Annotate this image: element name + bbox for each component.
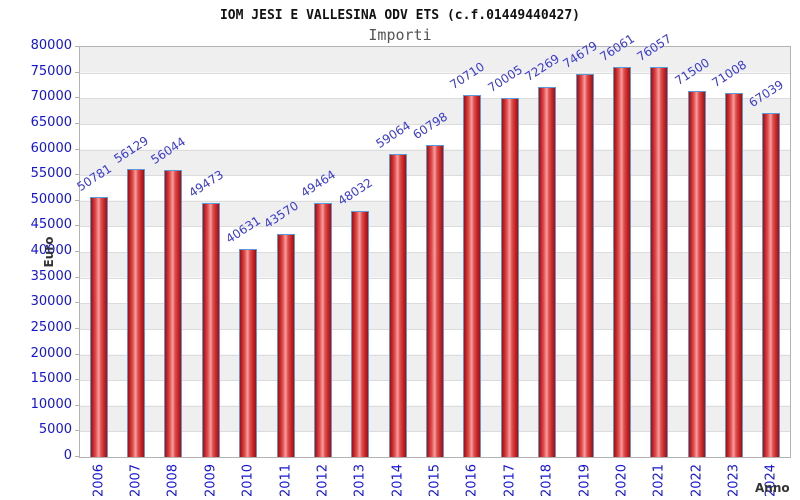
- x-axis-title: Anno: [755, 481, 790, 495]
- y-tick-label: 35000: [30, 268, 72, 284]
- y-tick-mark: [75, 122, 79, 124]
- y-tick-mark: [75, 46, 79, 47]
- chart-subtitle: Importi: [368, 26, 432, 44]
- bar: [650, 67, 669, 457]
- y-tick-label: 15000: [30, 371, 72, 387]
- y-tick-label: 75000: [30, 63, 72, 79]
- y-tick-label: 55000: [30, 166, 72, 182]
- bar-value-label: 49473: [186, 167, 226, 200]
- y-tick-mark: [75, 225, 79, 227]
- bar: [351, 211, 370, 457]
- y-tick-mark: [75, 276, 79, 278]
- y-tick-mark: [75, 430, 79, 432]
- y-tick-mark: [75, 353, 79, 355]
- bar-value-label: 70005: [485, 62, 525, 95]
- x-tick-label: 2017: [502, 463, 518, 498]
- y-tick-mark: [75, 404, 79, 406]
- y-tick-label: 5000: [38, 422, 72, 438]
- bar: [762, 113, 781, 457]
- x-tick-label: 2022: [689, 463, 705, 498]
- bar-value-label: 70710: [447, 59, 488, 92]
- bar: [388, 154, 407, 457]
- y-tick-label: 40000: [30, 243, 72, 258]
- y-tick-label: 30000: [30, 294, 72, 310]
- y-tick-mark: [75, 148, 79, 150]
- x-tick-label: 2019: [577, 463, 592, 498]
- x-tick-label: 2010: [240, 463, 256, 498]
- y-tick-label: 70000: [30, 89, 72, 105]
- bar: [276, 234, 295, 457]
- y-tick-label: 20000: [30, 345, 72, 361]
- y-tick-label: 25000: [30, 319, 72, 335]
- x-tick-label: 2006: [91, 463, 107, 498]
- x-tick-label: 2013: [352, 463, 368, 498]
- bar: [426, 145, 444, 457]
- x-tick-label: 2015: [427, 463, 443, 498]
- plot-area: 50781 56129 56044 49473 40631 43570 49464 48032…: [74, 31, 791, 458]
- bar-value-label: 40631: [223, 213, 264, 246]
- x-tick-label: 2011: [278, 463, 293, 498]
- bar: [538, 87, 557, 457]
- y-tick-mark: [75, 302, 79, 304]
- bar-value-label: 49464: [298, 167, 338, 200]
- bar: [239, 249, 258, 457]
- gridline: [80, 123, 790, 125]
- bar-value-label: 56044: [148, 134, 189, 167]
- bar-value-label: 60798: [410, 109, 451, 142]
- y-tick-label: 50000: [30, 191, 72, 207]
- y-tick-label: 45000: [30, 217, 72, 233]
- bar: [313, 203, 332, 457]
- y-tick-mark: [75, 379, 79, 381]
- y-tick-mark: [75, 199, 79, 201]
- bar-value-label: 50781: [74, 161, 114, 194]
- gridline: [80, 98, 790, 100]
- x-tick-label: 2014: [390, 463, 406, 498]
- y-tick-mark: [75, 97, 79, 99]
- bar: [127, 169, 146, 457]
- bar: [463, 95, 482, 457]
- y-tick-mark: [75, 251, 79, 252]
- x-tick-label: 2018: [539, 463, 555, 498]
- bar-value-label: 72269: [522, 51, 563, 84]
- x-tick-label: 2016: [464, 463, 480, 498]
- y-tick-label: 0: [63, 448, 72, 463]
- bar-value-label: 48032: [335, 175, 376, 208]
- y-tick-label: 60000: [30, 140, 72, 156]
- y-tick-mark: [75, 327, 79, 329]
- y-axis-title: Euro: [42, 236, 56, 268]
- y-tick-mark: [75, 71, 79, 73]
- x-tick-label: 2008: [165, 463, 181, 498]
- y-tick-mark: [75, 174, 79, 176]
- y-tick-label: 65000: [30, 114, 72, 130]
- bar-value-label: 67039: [746, 77, 787, 110]
- x-tick-label: 2020: [614, 463, 630, 498]
- x-tick-label: 2007: [128, 463, 144, 498]
- bar: [164, 170, 183, 457]
- bar: [500, 98, 519, 457]
- bar: [724, 93, 743, 457]
- bar-value-label: 71008: [709, 57, 749, 90]
- y-tick-label: 10000: [30, 396, 72, 412]
- y-tick-label: 80000: [30, 38, 72, 53]
- bar: [612, 67, 631, 457]
- x-tick-label: 2021: [651, 463, 667, 498]
- bar: [89, 197, 108, 457]
- gridline: [80, 72, 790, 74]
- y-tick-mark: [75, 456, 79, 457]
- x-tick-label: 2009: [203, 463, 219, 498]
- bar: [201, 203, 220, 457]
- bar: [687, 91, 706, 457]
- bar: [575, 74, 594, 457]
- x-tick-label: 2023: [726, 463, 742, 498]
- x-tick-label: 2012: [315, 463, 331, 498]
- chart-title: IOM JESI E VALLESINA ODV ETS (c.f.014494…: [219, 8, 581, 23]
